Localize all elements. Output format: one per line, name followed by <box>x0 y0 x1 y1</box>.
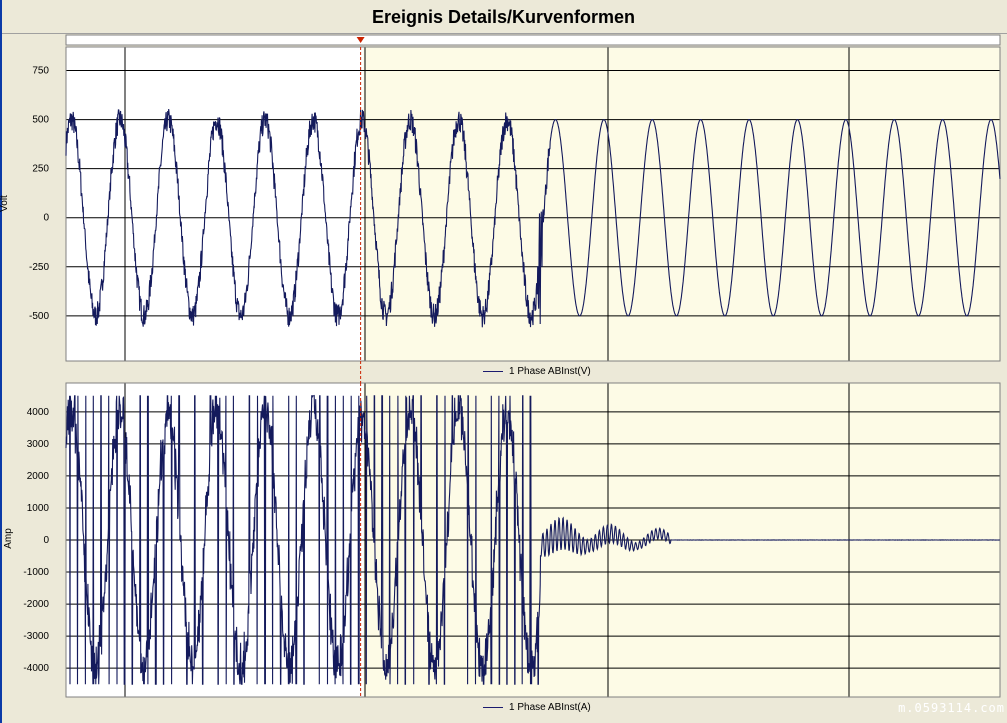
y-tick-label: 1000 <box>27 503 50 514</box>
y-axis-label-volt: Volt <box>0 195 10 212</box>
y-tick-label: 0 <box>43 535 49 546</box>
y-tick-label: -2000 <box>23 599 49 610</box>
series-line-voltage <box>65 108 1001 328</box>
watermark: m.0593114.com <box>898 701 1005 715</box>
plot-area-post-trigger <box>363 47 1000 361</box>
legend-voltage: 1 Phase ABInst(V) <box>483 366 591 377</box>
legend-label-voltage: 1 Phase ABInst(V) <box>509 366 591 377</box>
series-line-current <box>65 394 1000 685</box>
y-tick-label: 2000 <box>27 471 50 482</box>
y-tick-label: -4000 <box>23 663 49 674</box>
plot-frame <box>65 46 1001 362</box>
y-tick-label: 750 <box>32 66 49 77</box>
plot-area-pre-trigger <box>66 47 364 361</box>
chart-title: Ereignis Details/Kurvenformen <box>371 7 636 27</box>
y-tick-label: -3000 <box>23 631 49 642</box>
legend-label-current: 1 Phase ABInst(A) <box>509 702 591 713</box>
y-tick-label: -500 <box>29 311 49 322</box>
title-divider <box>2 33 1007 34</box>
y-tick-label: -1000 <box>23 567 49 578</box>
legend-swatch-voltage <box>483 370 503 372</box>
y-tick-label: 0 <box>43 213 49 224</box>
legend-current: 1 Phase ABInst(A) <box>483 702 591 713</box>
y-tick-label: 4000 <box>27 407 50 418</box>
y-axis-label-amp: Amp <box>2 528 14 549</box>
y-tick-label: 500 <box>32 115 49 126</box>
y-tick-label: -250 <box>29 262 49 273</box>
cursor-ruler <box>65 34 1001 46</box>
trigger-marker-icon <box>356 37 365 43</box>
legend-swatch-current <box>483 706 503 708</box>
y-tick-label: 3000 <box>27 439 50 450</box>
y-tick-label: 250 <box>32 164 49 175</box>
